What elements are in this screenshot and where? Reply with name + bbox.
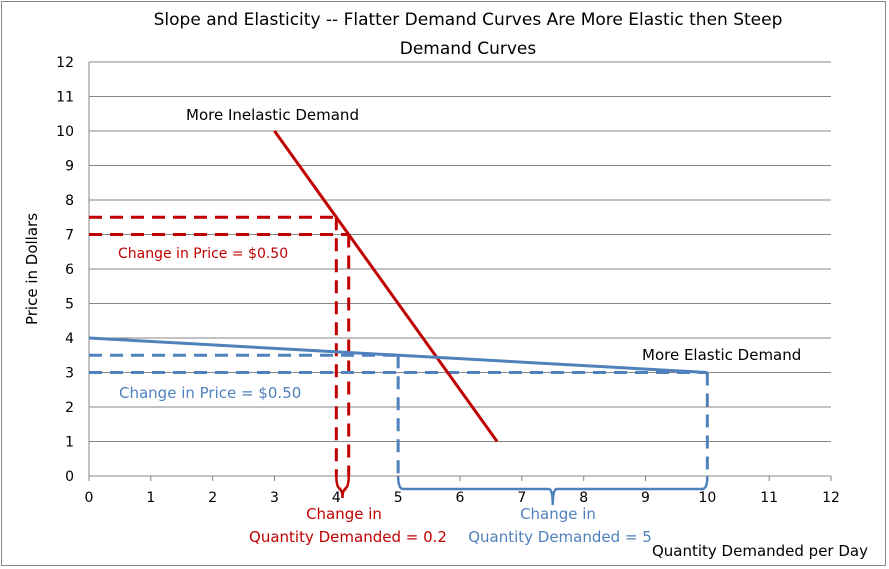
- y-tick-label: 6: [65, 262, 74, 278]
- x-tick-label: 12: [822, 490, 840, 506]
- x-tick-label: 9: [641, 490, 650, 506]
- chart-title-line-1: Slope and Elasticity -- Flatter Demand C…: [154, 10, 783, 30]
- chart-title-line-2: Demand Curves: [400, 39, 537, 59]
- series-label-inelastic: More Inelastic Demand: [186, 106, 359, 124]
- x-tick-label: 11: [760, 490, 778, 506]
- x-tick-label: 5: [394, 490, 403, 506]
- x-tick-label: 3: [270, 490, 279, 506]
- inelastic-quantity-bracket: [335, 475, 350, 499]
- y-tick-label: 0: [65, 469, 74, 485]
- elastic-quantity-bracket: [396, 475, 709, 506]
- y-tick-label: 8: [65, 193, 74, 209]
- x-tick-label: 4: [332, 490, 341, 506]
- y-tick-label: 12: [56, 55, 74, 71]
- elastic-quantity-change-label-1: Change in: [520, 505, 596, 523]
- y-tick-label: 1: [65, 435, 74, 451]
- demand-curve-elastic: [88, 336, 708, 374]
- x-tick-label: 6: [456, 490, 465, 506]
- x-axis-label: Quantity Demanded per Day: [652, 542, 868, 560]
- x-tick-label: 0: [85, 490, 94, 506]
- inelastic-quantity-change-label-2: Quantity Demanded = 0.2: [249, 528, 447, 546]
- y-tick-label: 4: [65, 331, 74, 347]
- x-tick-label: 8: [579, 490, 588, 506]
- series-label-elastic: More Elastic Demand: [642, 346, 801, 364]
- y-tick-label: 3: [65, 366, 74, 382]
- x-tick-label: 1: [146, 490, 155, 506]
- y-axis-label: Price in Dollars: [23, 213, 41, 325]
- y-tick-label: 10: [56, 124, 74, 140]
- y-tick-label: 7: [65, 228, 74, 244]
- inelastic-price-change-label: Change in Price = $0.50: [118, 246, 288, 262]
- y-tick-label: 2: [65, 400, 74, 416]
- inelastic-quantity-change-label-1: Change in: [306, 505, 382, 523]
- y-tick-label: 11: [56, 90, 74, 106]
- demand-curve-inelastic: [273, 130, 499, 443]
- elastic-price-change-label: Change in Price = $0.50: [119, 384, 301, 402]
- x-tick-label: 7: [517, 490, 526, 506]
- x-tick-label: 2: [208, 490, 217, 506]
- y-tick-label: 5: [65, 297, 74, 313]
- y-tick-label: 9: [65, 159, 74, 175]
- x-tick-label: 10: [698, 490, 716, 506]
- elastic-quantity-change-label-2: Quantity Demanded = 5: [468, 528, 652, 546]
